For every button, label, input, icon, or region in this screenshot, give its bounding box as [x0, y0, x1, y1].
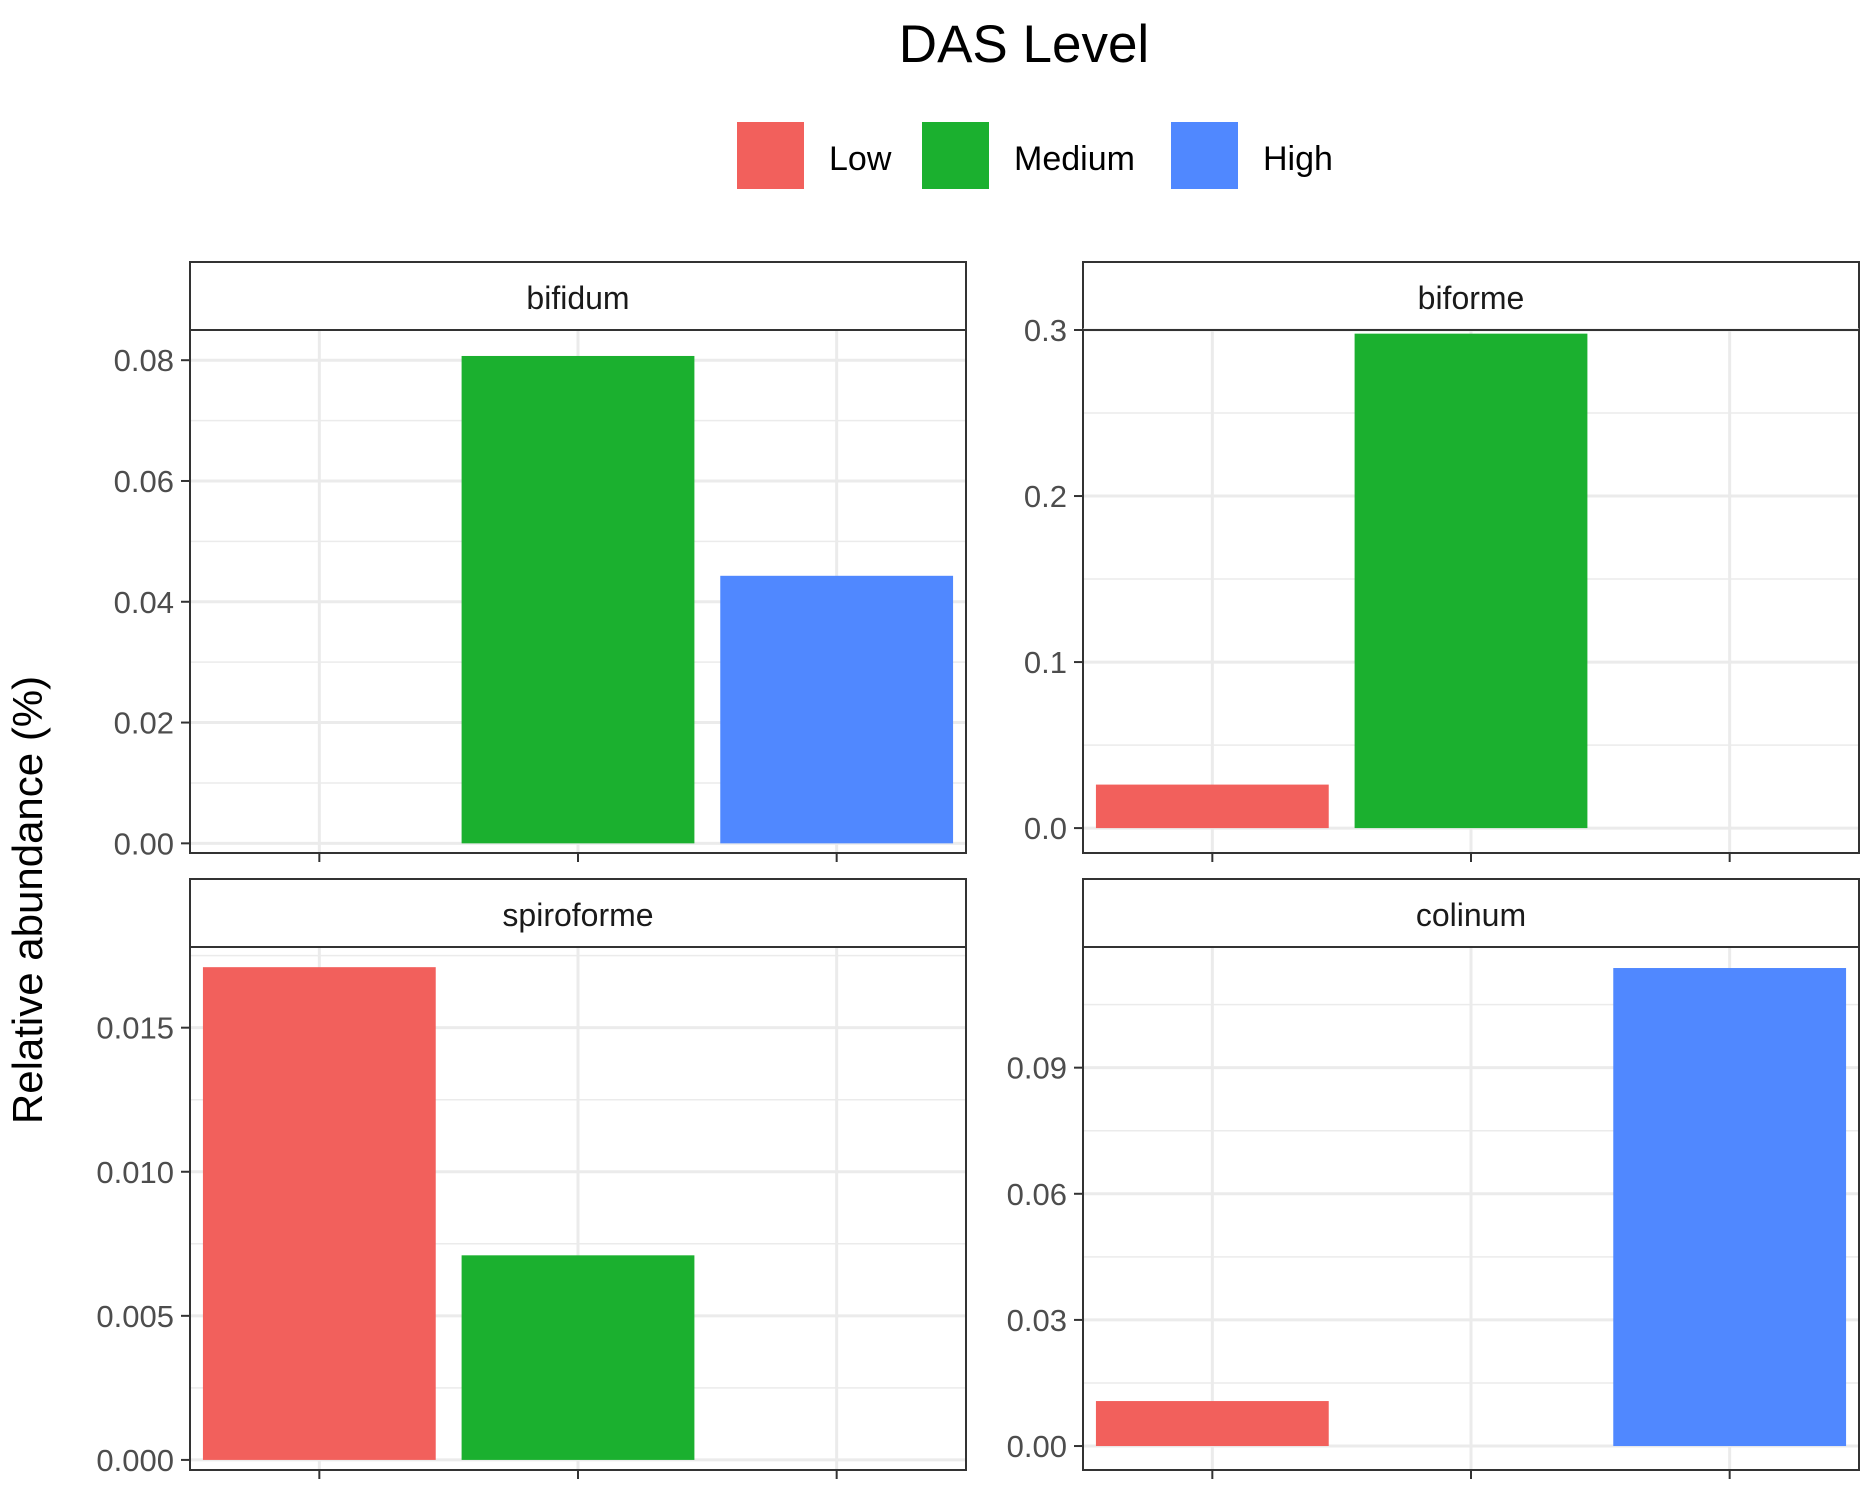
facet-panel-bifidum: bifidum 0.00 0.02 0.04 0.06 0.08 — [114, 261, 967, 862]
y-tick-label: 0.04 — [114, 585, 174, 620]
facet-panel-biforme: biforme 0.0 0.1 0.2 0.3 — [1024, 261, 1860, 862]
y-tick-label: 0.015 — [96, 1011, 174, 1046]
strip-spiroforme — [189, 878, 967, 948]
bar-colinum-high — [1613, 968, 1847, 1447]
bar-biforme-low — [1095, 784, 1329, 829]
bar-bifidum-medium — [461, 355, 695, 844]
bar-spiroforme-medium — [461, 1255, 695, 1460]
y-tick-label: 0.08 — [114, 343, 174, 378]
legend-key-low — [737, 122, 804, 189]
y-tick-label: 0.06 — [1007, 1177, 1067, 1212]
y-tick-label: 0.1 — [1024, 645, 1067, 680]
legend-label-high: High — [1263, 140, 1333, 178]
y-axis-title: Relative abundance (%) — [4, 676, 51, 1124]
y-tick-label: 0.09 — [1007, 1051, 1067, 1086]
bar-biforme-medium — [1354, 333, 1588, 829]
y-tick-label: 0.010 — [96, 1155, 174, 1190]
bar-colinum-low — [1095, 1401, 1329, 1447]
y-tick-label: 0.000 — [96, 1443, 174, 1478]
legend-label-medium: Medium — [1014, 140, 1135, 178]
y-tick-label: 0.06 — [114, 464, 174, 499]
legend: Low Medium High — [737, 122, 1333, 189]
y-tick-label: 0.2 — [1024, 479, 1067, 514]
facet-panel-spiroforme: spiroforme 0.000 0.005 0.010 0.015 — [96, 878, 967, 1479]
strip-biforme — [1082, 261, 1860, 331]
strip-label-spiroforme: spiroforme — [502, 897, 653, 933]
facet-panel-colinum: colinum 0.00 0.03 0.06 0.09 — [1007, 878, 1860, 1479]
y-tick-label: 0.00 — [1007, 1429, 1067, 1464]
legend-key-medium — [922, 122, 989, 189]
strip-bifidum — [189, 261, 967, 331]
y-tick-label: 0.02 — [114, 706, 174, 741]
strip-label-colinum: colinum — [1416, 897, 1526, 933]
y-tick-label: 0.00 — [114, 826, 174, 861]
strip-label-bifidum: bifidum — [526, 280, 629, 316]
y-tick-label: 0.005 — [96, 1299, 174, 1334]
legend-key-high — [1171, 122, 1238, 189]
bar-spiroforme-low — [202, 967, 436, 1460]
y-tick-label: 0.0 — [1024, 811, 1067, 846]
y-tick-label: 0.03 — [1007, 1303, 1067, 1338]
strip-label-biforme: biforme — [1418, 280, 1525, 316]
strip-colinum — [1082, 878, 1860, 948]
y-tick-label: 0.3 — [1024, 313, 1067, 348]
facet-panels: bifidum 0.00 0.02 0.04 0.06 0.08 biforme 0.0 0.1… — [96, 261, 1860, 1479]
legend-label-low: Low — [829, 140, 892, 178]
bar-bifidum-high — [720, 575, 954, 844]
legend-title: DAS Level — [899, 15, 1149, 74]
